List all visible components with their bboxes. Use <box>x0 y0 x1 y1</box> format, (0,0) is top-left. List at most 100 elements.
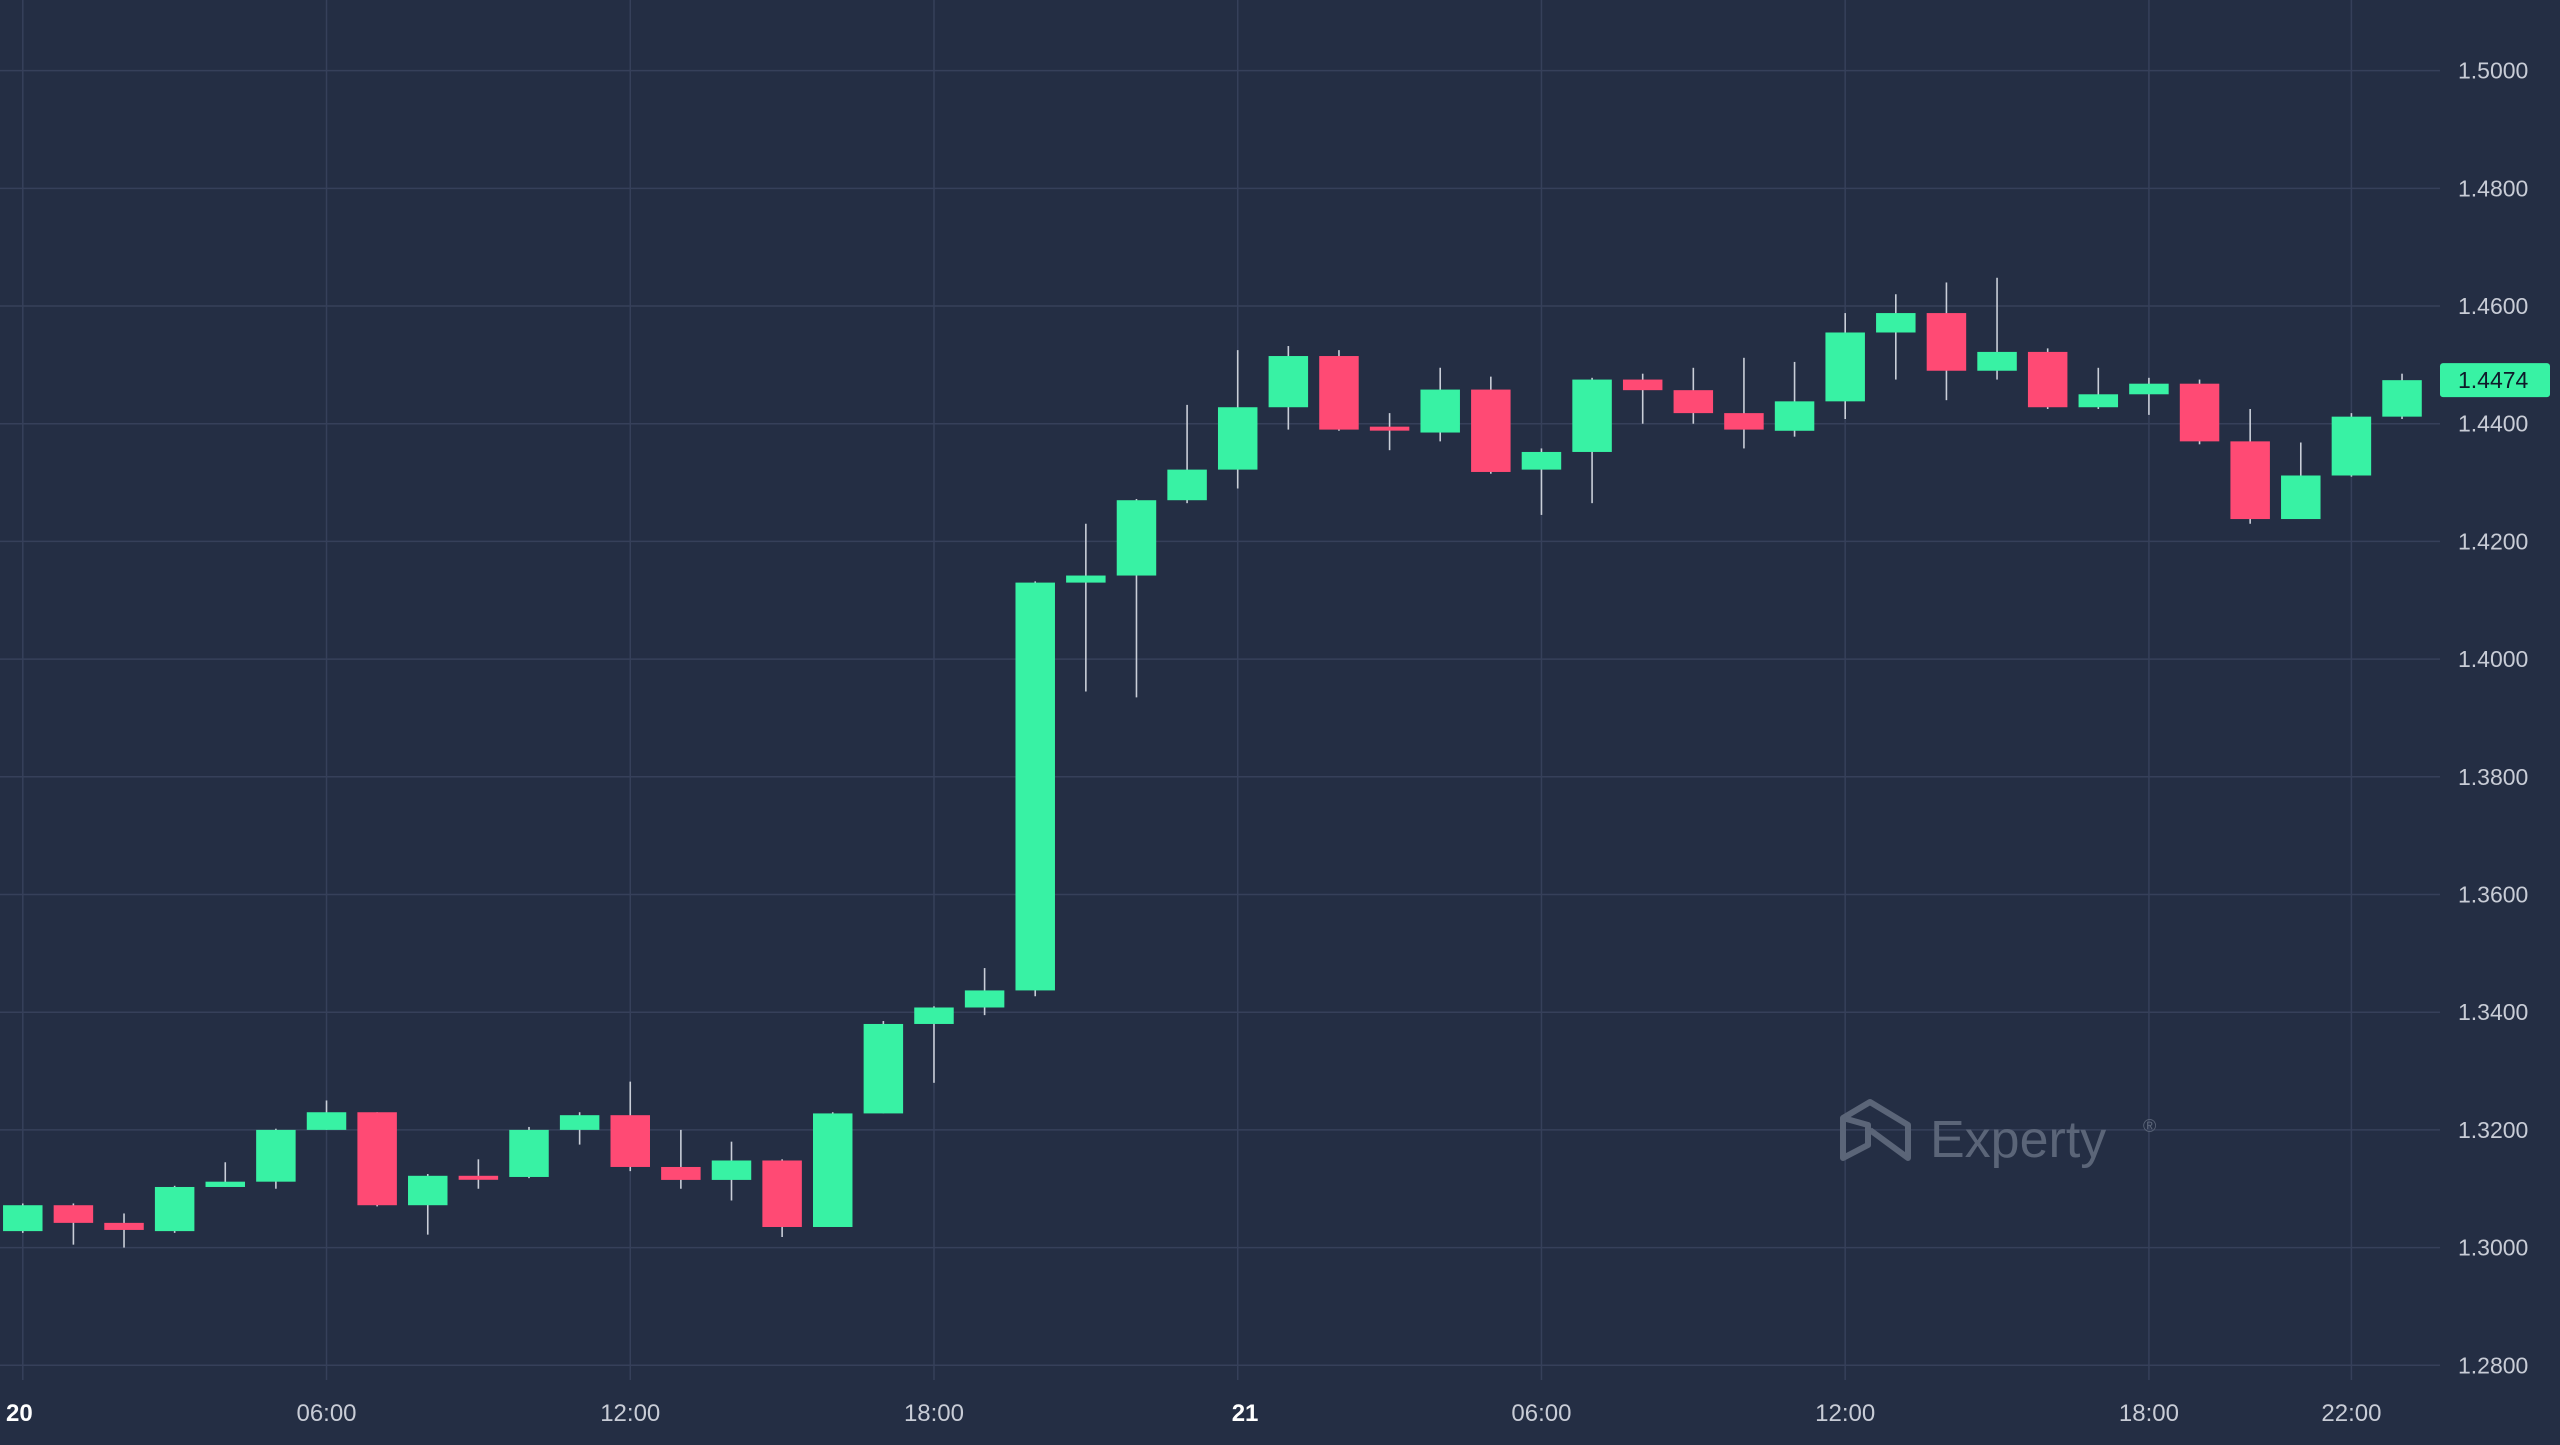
y-tick-label: 1.4000 <box>2458 646 2528 672</box>
candle-down <box>53 1203 94 1245</box>
candle-body <box>1774 401 1815 431</box>
candle-body <box>1572 379 1612 452</box>
candle-body <box>104 1222 144 1230</box>
candle-up <box>1268 346 1309 430</box>
watermark: Experty ® <box>1840 1099 2156 1169</box>
candle-body <box>610 1115 650 1167</box>
candle-down <box>2027 348 2068 409</box>
candle-body <box>964 990 1005 1008</box>
candle-body <box>154 1186 195 1232</box>
candle-up <box>408 1174 448 1235</box>
y-tick-label: 1.4400 <box>2458 411 2528 437</box>
candle-up <box>256 1128 296 1189</box>
candle-body <box>2129 383 2169 395</box>
candle-body <box>1217 407 1258 470</box>
candle-body <box>205 1181 246 1187</box>
candle-body <box>1724 413 1764 430</box>
candle-down <box>1622 373 1663 424</box>
candle-down <box>2179 379 2220 445</box>
candle-body <box>256 1129 296 1182</box>
candle-body <box>863 1023 904 1114</box>
candle-down <box>104 1213 144 1248</box>
candle-body <box>509 1129 549 1177</box>
candle-down <box>458 1159 499 1189</box>
candle-body <box>53 1205 94 1223</box>
candle-up <box>559 1112 600 1145</box>
y-tick-label: 1.3800 <box>2458 764 2528 790</box>
candle-up <box>509 1126 549 1179</box>
y-tick-label: 1.3400 <box>2458 999 2528 1025</box>
candle-body <box>1622 379 1663 391</box>
candle-up <box>205 1162 246 1187</box>
candle-up <box>2382 373 2422 420</box>
candle-up <box>1876 294 1916 380</box>
x-axis: 20 06:00 12:00 18:00 21 06:00 12:00 18:00 22:00 <box>6 1400 2381 1427</box>
x-tick-label: 20 <box>6 1400 33 1427</box>
watermark-registered-mark: ® <box>2143 1116 2156 1136</box>
candle-up <box>2078 367 2119 409</box>
x-tick-label: 18:00 <box>904 1400 964 1427</box>
candle-body <box>762 1160 802 1227</box>
candle-up <box>711 1141 752 1201</box>
candle-up <box>306 1100 347 1130</box>
candle-body <box>1521 451 1562 470</box>
candle-body <box>458 1175 499 1180</box>
candle-body <box>357 1112 397 1206</box>
candle-down <box>762 1159 802 1237</box>
candle-up <box>914 1006 954 1083</box>
x-tick-label: 06:00 <box>296 1400 356 1427</box>
candle-up <box>812 1112 853 1227</box>
candle-body <box>1167 469 1207 501</box>
last-price-tag: 1.4474 <box>2440 363 2550 398</box>
y-axis: 1.2800 1.3000 1.3200 1.3400 1.3600 1.3800 1.40… <box>2458 58 2528 1379</box>
candle-up <box>1521 448 1562 515</box>
candle-down <box>1369 413 1410 451</box>
candle-body <box>2382 380 2422 417</box>
candle-up <box>2129 377 2169 415</box>
x-tick-label: 22:00 <box>2321 1400 2381 1427</box>
candle-up <box>1116 499 1157 698</box>
candle-up <box>964 968 1005 1016</box>
candle-up <box>1015 581 1055 997</box>
candle-body <box>661 1166 701 1180</box>
candle-body <box>1369 426 1410 431</box>
candle-body <box>1319 356 1359 430</box>
x-tick-label: 06:00 <box>1511 1400 1571 1427</box>
candle-body <box>2078 394 2119 408</box>
candle-body <box>1926 313 1967 371</box>
last-price-tag-background <box>2440 363 2550 398</box>
candle-body <box>1066 575 1106 583</box>
candle-body <box>306 1112 347 1130</box>
x-tick-label: 12:00 <box>1815 1400 1875 1427</box>
x-tick-label: 18:00 <box>2119 1400 2179 1427</box>
y-tick-label: 1.3600 <box>2458 881 2528 907</box>
y-tick-label: 1.4800 <box>2458 175 2528 201</box>
candle-body <box>914 1007 954 1024</box>
candle-down <box>2230 408 2270 524</box>
candle-body <box>1471 389 1511 472</box>
candle-body <box>2027 351 2068 408</box>
candle-up <box>863 1021 904 1114</box>
candle-body <box>2331 416 2372 476</box>
x-tick-label: 21 <box>1232 1400 1259 1427</box>
candle-body <box>2230 441 2270 520</box>
y-tick-label: 1.5000 <box>2458 58 2528 84</box>
candle-up <box>2281 442 2321 520</box>
candle-body <box>408 1175 448 1206</box>
candle-down <box>1673 367 1714 424</box>
experty-logo-icon <box>1840 1099 1911 1161</box>
candle-body <box>1116 500 1157 576</box>
candle-body <box>1420 389 1460 433</box>
candle-down <box>357 1112 397 1207</box>
candle-body <box>1977 351 2017 371</box>
candle-body <box>1015 582 1055 991</box>
candle-body <box>1673 390 1714 414</box>
candle-body <box>1268 356 1309 408</box>
candle-up <box>1825 313 1865 420</box>
candle-up <box>2331 413 2372 477</box>
watermark-text: Experty <box>1930 1111 2106 1169</box>
candle-body <box>2281 475 2321 520</box>
candle-up <box>1217 350 1258 489</box>
